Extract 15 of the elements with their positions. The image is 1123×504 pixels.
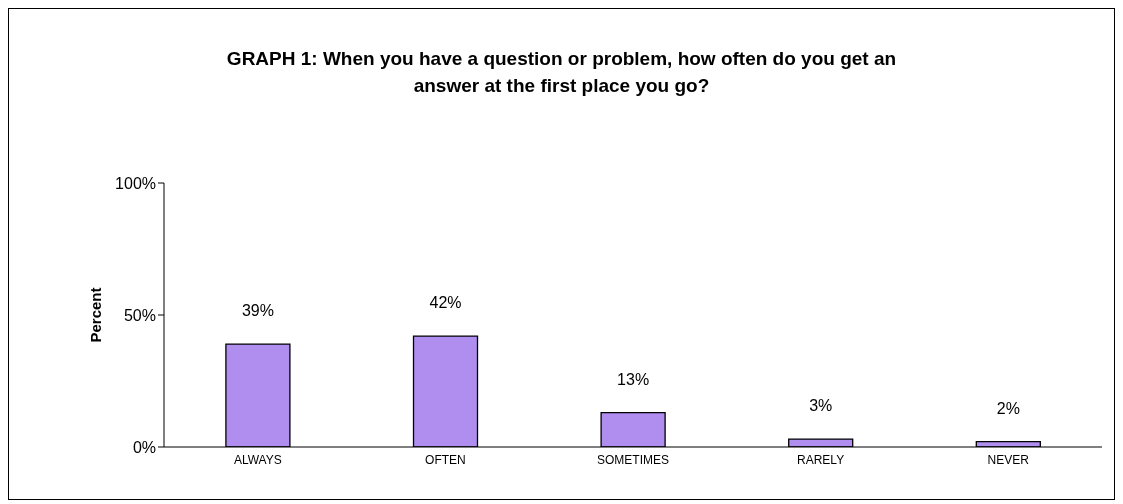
x-tick-label: RARELY xyxy=(797,452,845,467)
data-label: 3% xyxy=(809,397,833,415)
data-label: 13% xyxy=(617,370,650,388)
data-label: 39% xyxy=(241,302,274,320)
x-tick-label: ALWAYS xyxy=(233,452,282,467)
x-tick-label: NEVER xyxy=(987,452,1030,467)
y-tick-label: 100% xyxy=(115,174,156,192)
y-tick-label: 50% xyxy=(123,306,156,324)
x-tick-label: SOMETIMES xyxy=(596,452,670,467)
data-label: 42% xyxy=(429,294,462,312)
y-axis-title: Percent xyxy=(87,287,105,343)
chart-title: GRAPH 1: When you have a question or problem, how often do you get an answer at the first place you go? xyxy=(225,47,898,98)
y-tick-label: 0% xyxy=(132,438,156,456)
data-label: 2% xyxy=(996,399,1020,417)
x-tick-label: OFTEN xyxy=(425,452,466,467)
